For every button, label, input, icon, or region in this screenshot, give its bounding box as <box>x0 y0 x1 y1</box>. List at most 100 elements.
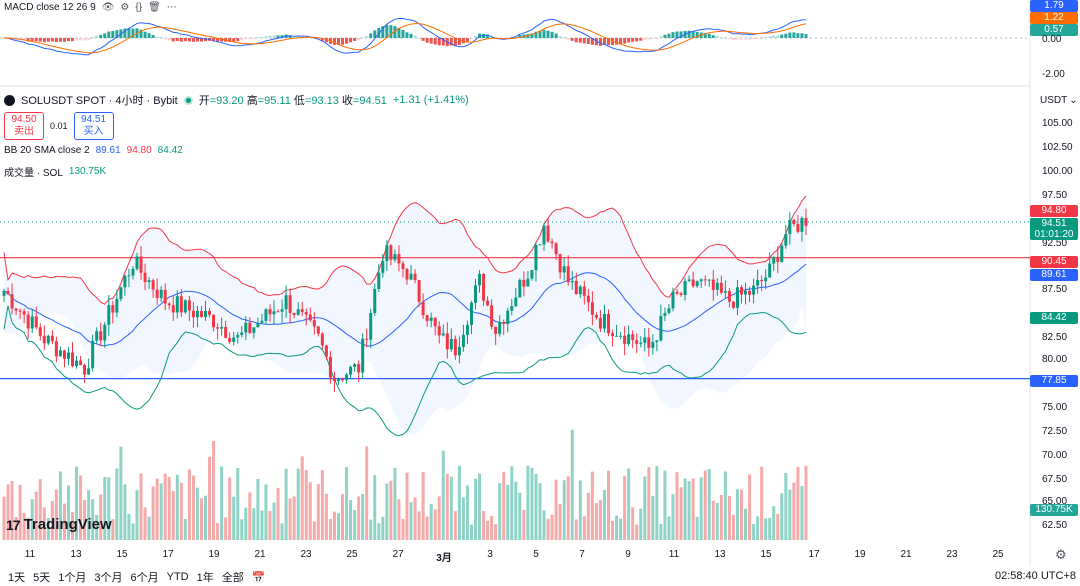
volume-bar <box>570 429 574 540</box>
candle-body <box>538 244 542 246</box>
candle-body <box>175 296 179 313</box>
volume-bar <box>506 484 510 540</box>
range-button-5d[interactable]: 5天 <box>33 572 51 584</box>
macd-lines <box>3 18 807 56</box>
volume-bar <box>71 511 75 540</box>
candle-body <box>191 310 195 318</box>
macd-hist-bar <box>393 26 397 38</box>
change-value: +1.31 (+1.41%) <box>392 94 469 106</box>
volume-bar <box>123 484 127 540</box>
volume-bar <box>514 481 518 540</box>
macd-hist-bar <box>570 38 574 41</box>
volume-bar <box>719 494 723 540</box>
range-button-1d[interactable]: 1天 <box>8 572 26 584</box>
volume-bar <box>220 466 224 540</box>
candle-body <box>385 245 389 262</box>
candle-body <box>224 327 228 338</box>
range-button-all[interactable]: 全部 <box>221 572 244 584</box>
candle-body <box>127 275 131 277</box>
macd-hist-bar <box>619 38 623 44</box>
volume-bar <box>401 518 405 540</box>
volume-bar <box>151 486 155 540</box>
candle-body <box>361 338 365 373</box>
candle-body <box>469 302 473 325</box>
volume-bar <box>127 513 131 540</box>
candle-body <box>405 269 409 280</box>
candle-body <box>667 308 671 313</box>
range-button-ytd[interactable]: YTD <box>166 571 189 583</box>
candle-body <box>58 350 62 357</box>
macd-hist-bar <box>429 38 433 44</box>
volume-bar <box>373 475 377 540</box>
time-tick: 19 <box>854 549 866 560</box>
candle-body <box>691 279 695 287</box>
macd-hist-bar <box>667 33 671 38</box>
range-button-1m[interactable]: 1个月 <box>58 572 87 584</box>
macd-hist-bar <box>341 38 345 45</box>
macd-hist-bar <box>474 35 478 38</box>
macd-hist-bar <box>542 29 546 38</box>
macd-hist-bar <box>167 38 171 41</box>
settings-icon[interactable]: ⚙ <box>120 2 130 13</box>
candle-body <box>260 320 264 323</box>
volume-bar <box>526 465 530 540</box>
source-code-icon[interactable]: {} <box>135 2 143 13</box>
macd-hist-bar <box>252 38 256 39</box>
price-tick: 97.50 <box>1042 190 1068 201</box>
candle-body <box>590 302 594 315</box>
macd-hist-bar <box>280 35 284 38</box>
volume-bar <box>228 477 232 540</box>
candle-body <box>10 294 14 309</box>
volume-bar <box>659 523 663 540</box>
volume-bar <box>707 468 711 540</box>
horizontal-lines[interactable] <box>0 257 1030 380</box>
symbol-title[interactable]: SOLUSDT SPOT · 4小时 · Bybit <box>21 95 178 107</box>
macd-hist-bar <box>659 36 663 38</box>
range-button-6m[interactable]: 6个月 <box>130 572 159 584</box>
bb-basis: 89.61 <box>95 145 121 156</box>
macd-hist-bar <box>159 37 163 38</box>
buy-button[interactable]: 94.51 买入 <box>73 112 114 140</box>
macd-hist-bar <box>320 38 324 41</box>
axis-settings-icon[interactable]: ⚙ <box>1055 547 1067 562</box>
tradingview-logo[interactable]: 17 TradingView <box>6 516 112 533</box>
eye-icon[interactable]: 👁 <box>101 2 115 13</box>
bb-legend[interactable]: BB 20 SMA close 2 89.61 94.80 84.42 <box>4 145 183 156</box>
candle-body <box>119 287 123 299</box>
candle-body <box>252 327 256 333</box>
macd-hist-bar <box>727 38 731 39</box>
range-button-1y[interactable]: 1年 <box>196 572 214 584</box>
volume-bar <box>87 490 91 540</box>
volume-bar <box>679 487 683 540</box>
macd-hist-bar <box>191 38 195 42</box>
macd-hist-bar <box>268 35 272 38</box>
range-button-3m[interactable]: 3个月 <box>94 572 123 584</box>
signal-line <box>4 23 807 54</box>
volume-bar <box>788 489 792 540</box>
candle-body <box>449 339 453 350</box>
candle-body <box>14 308 18 311</box>
macd-hist-bar <box>91 37 95 38</box>
macd-hist-bar <box>179 38 183 42</box>
delete-icon[interactable]: 🗑 <box>148 2 161 13</box>
sell-button[interactable]: 94.50 卖出 <box>4 112 44 140</box>
candle-body <box>768 263 772 278</box>
volume-bar <box>284 468 288 540</box>
clock-display[interactable]: 02:58:40 UTC+8 <box>994 570 1076 582</box>
market-open-icon <box>183 95 193 105</box>
volume-bar <box>357 496 361 540</box>
candle-body <box>594 314 598 318</box>
volume-bar <box>804 465 808 540</box>
macd-hist-bar <box>715 35 719 38</box>
macd-hist-bar <box>562 37 566 38</box>
calendar-icon[interactable]: 📅 <box>251 571 266 584</box>
more-icon[interactable]: ⋯ <box>166 2 177 13</box>
candle-body <box>328 356 332 378</box>
macd-title: MACD close 12 26 9 <box>4 2 96 13</box>
macd-hist-bar <box>171 38 175 42</box>
macd-hist-bar <box>530 33 534 38</box>
currency-selector[interactable]: USDT ⌄ <box>1040 95 1078 106</box>
candle-body <box>42 335 46 344</box>
volume-legend[interactable]: 成交量 · SOL 130.75K <box>4 164 106 179</box>
